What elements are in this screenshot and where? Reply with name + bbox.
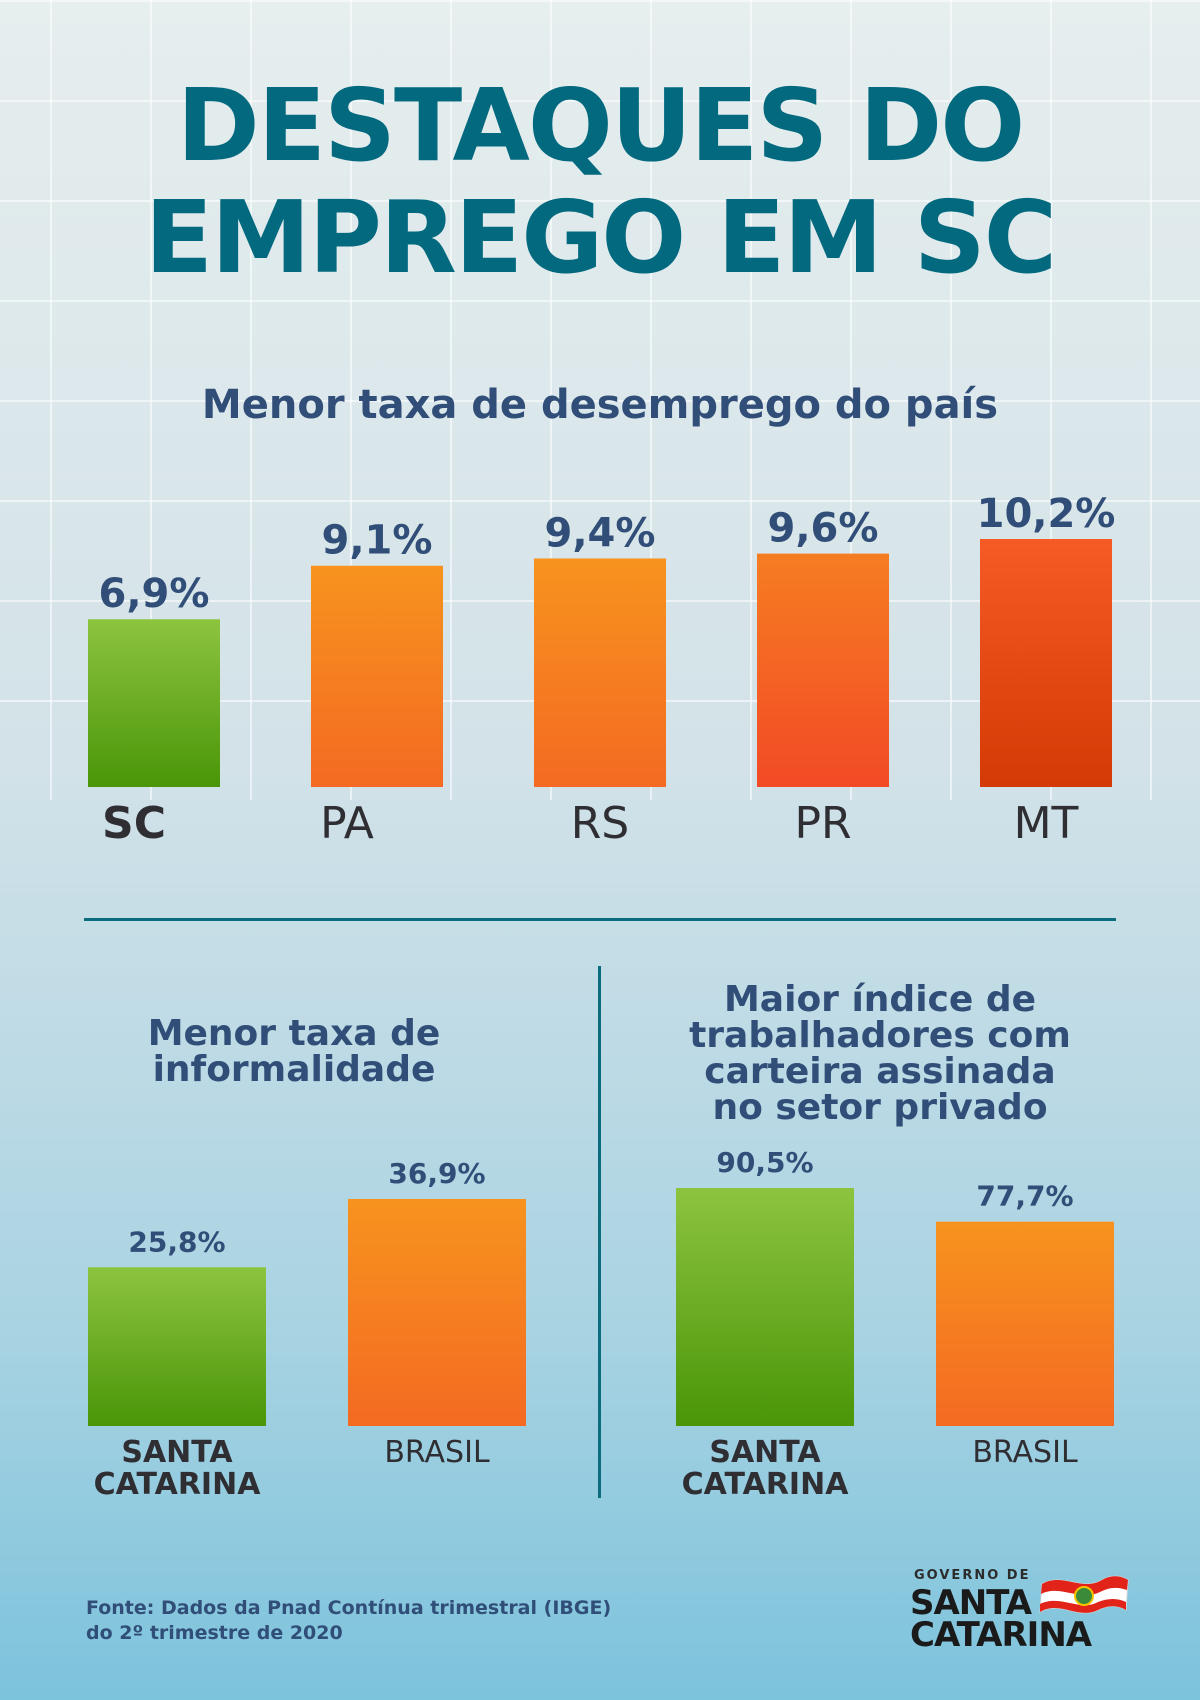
source-line-2: do 2º trimestre de 2020 — [86, 1622, 343, 1644]
formal-workers-chart: 90,5% SANTA CATARINA 77,7% BRASIL — [676, 1146, 1114, 1502]
logo-line-3: CATARINA — [910, 1615, 1092, 1655]
informality-chart-svg: 25,8% SANTA CATARINA 36,9% BRASIL — [88, 1157, 526, 1502]
source-line-1: Fonte: Dados da Pnad Contínua trimestral… — [86, 1597, 612, 1619]
inf-bar-brasil — [348, 1199, 526, 1426]
section-divider-horizontal — [84, 918, 1116, 921]
form-category-label-brasil: BRASIL — [972, 1435, 1078, 1470]
main-title-line-1: DESTAQUES DO — [176, 67, 1026, 184]
source-note: Fonte: Dados da Pnad Contínua trimestral… — [86, 1596, 611, 1646]
inf-value-label-brasil: 36,9% — [388, 1157, 485, 1190]
inf-category-label-brasil: BRASIL — [384, 1435, 490, 1470]
unemployment-category-label-mt: MT — [1014, 798, 1079, 849]
unemployment-bar-pr — [757, 553, 889, 787]
inf-category-label-santa-catarina: SANTA CATARINA — [94, 1435, 262, 1502]
unemployment-bar-sc — [88, 619, 220, 787]
unemployment-bar-mt — [980, 539, 1112, 787]
formal-title-line-4: no setor privado — [712, 1087, 1048, 1128]
formal-title-line-1: Maior índice de — [723, 979, 1037, 1020]
form-category-label-santa-catarina: SANTA CATARINA — [682, 1435, 850, 1502]
formal-workers-chart-svg: 90,5% SANTA CATARINA 77,7% BRASIL — [676, 1146, 1114, 1502]
unemployment-category-label-pa: PA — [320, 798, 374, 849]
informality-chart: 25,8% SANTA CATARINA 36,9% BRASIL — [0, 0, 600, 1560]
section-divider-vertical — [598, 966, 601, 1498]
logo-line-1: GOVERNO DE — [914, 1568, 1031, 1583]
unemployment-category-label-pr: PR — [794, 798, 851, 849]
santa-catarina-flag-icon — [1039, 1575, 1129, 1614]
inf-value-label-santa-catarina: 25,8% — [128, 1225, 225, 1258]
inf-bar-santa-catarina — [88, 1267, 266, 1426]
form-value-label-santa-catarina: 90,5% — [716, 1146, 813, 1179]
unemployment-bar-pa — [311, 565, 443, 787]
formal-workers-chart-title: Maior índice de trabalhadores com cartei… — [640, 982, 1120, 1126]
formal-title-line-3: carteira assinada — [704, 1051, 1056, 1092]
formal-title-line-2: trabalhadores com — [689, 1015, 1071, 1056]
unemployment-chart-title: Menor taxa de desemprego do país — [201, 382, 999, 428]
government-logo: GOVERNO DE SANTA CATARINA — [910, 1568, 1130, 1658]
unemployment-value-label-pa: 9,1% — [322, 518, 433, 564]
main-title-line-2: EMPREGO EM SC — [144, 179, 1057, 296]
unemployment-category-label-sc: SC — [102, 798, 166, 849]
unemployment-bar-rs — [534, 558, 666, 787]
informality-title-line-1: Menor taxa de — [147, 1013, 441, 1054]
unemployment-value-label-sc: 6,9% — [99, 571, 210, 617]
main-title: DESTAQUES DO EMPREGO EM SC — [0, 70, 1200, 294]
unemployment-category-label-rs: RS — [571, 798, 630, 849]
unemployment-value-label-rs: 9,4% — [545, 510, 656, 556]
unemployment-value-label-pr: 9,6% — [768, 506, 879, 552]
unemployment-chart-svg: 6,9% SC 9,1% PA 9,4% RS 9,6% PR 10,2% MT — [88, 491, 1116, 849]
form-value-label-brasil: 77,7% — [976, 1180, 1073, 1213]
form-bar-brasil — [936, 1221, 1114, 1426]
unemployment-chart: 6,9% SC 9,1% PA 9,4% RS 9,6% PR 10,2% MT — [88, 491, 1116, 849]
logo-line-2: SANTA — [910, 1583, 1032, 1623]
form-bar-santa-catarina — [676, 1188, 854, 1426]
informality-title-line-2: informalidade — [152, 1049, 436, 1090]
unemployment-value-label-mt: 10,2% — [977, 491, 1116, 537]
informality-chart-title: Menor taxa de informalidade — [84, 1016, 504, 1088]
